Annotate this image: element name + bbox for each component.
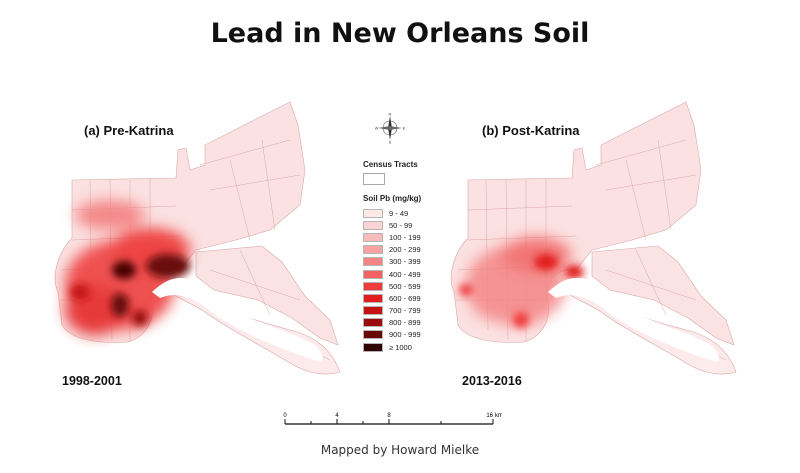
legend-label: 600 - 699 — [389, 293, 421, 303]
legend-swatch — [363, 342, 383, 352]
legend-label: 900 - 999 — [389, 330, 421, 340]
legend-row: 50 - 99 — [363, 219, 473, 231]
legend-tracts-title: Census Tracts — [363, 160, 418, 169]
legend-swatch — [363, 220, 383, 230]
legend-swatch — [363, 330, 383, 340]
legend-label: 50 - 99 — [389, 220, 413, 230]
legend-row: 100 - 199 — [363, 231, 473, 243]
map-post-katrina — [450, 101, 737, 375]
legend-row: 300 - 399 — [363, 256, 473, 268]
legend-swatch — [363, 281, 383, 291]
panel-b-label: (b) Post-Katrina — [482, 123, 580, 138]
legend-swatch — [363, 257, 383, 267]
legend-label: 100 - 199 — [389, 232, 421, 242]
panel-b-period: 2013-2016 — [462, 374, 522, 388]
scale-tick-0: 0 — [283, 413, 287, 419]
map-title: Lead in New Orleans Soil — [210, 18, 590, 49]
legend-row: 800 - 899 — [363, 317, 473, 329]
legend-label: 300 - 399 — [389, 257, 421, 267]
legend-classes: 9 - 49 50 - 99 100 - 199 200 - 299 300 - 399… — [363, 207, 473, 353]
legend-row: 900 - 999 — [363, 329, 473, 341]
legend-label: ≥ 1000 — [389, 342, 412, 352]
compass-e: E — [403, 126, 405, 131]
legend-row: 200 - 299 — [363, 244, 473, 256]
legend-swatch — [363, 245, 383, 255]
legend-tract-swatch — [363, 173, 385, 185]
compass-n: N — [389, 112, 392, 117]
scale-unit: km — [495, 413, 502, 419]
legend-row: 600 - 699 — [363, 292, 473, 304]
compass-w: W — [375, 126, 379, 131]
legend-label: 700 - 799 — [389, 306, 421, 316]
legend-swatch — [363, 293, 383, 303]
legend-label: 9 - 49 — [389, 208, 409, 218]
scale-tick-4: 4 — [335, 413, 339, 419]
legend-swatch — [363, 269, 383, 279]
panel-a-label: (a) Pre-Katrina — [84, 123, 174, 138]
legend-row: 400 - 499 — [363, 268, 473, 280]
scale-bar: 0 4 8 16 km — [283, 413, 502, 425]
legend: Census Tracts Soil Pb (mg/kg) 9 - 49 50 -… — [363, 160, 473, 353]
legend-swatch — [363, 318, 383, 328]
legend-row: 9 - 49 — [363, 207, 473, 219]
compass-icon: N S E W — [375, 112, 405, 144]
scale-tick-8: 8 — [387, 413, 391, 419]
legend-row: 500 - 599 — [363, 280, 473, 292]
legend-swatch — [363, 306, 383, 316]
panel-a-period: 1998-2001 — [62, 374, 122, 388]
legend-row: 700 - 799 — [363, 305, 473, 317]
legend-swatch — [363, 208, 383, 218]
legend-label: 500 - 599 — [389, 281, 421, 291]
legend-label: 400 - 499 — [389, 269, 421, 279]
map-pre-katrina — [54, 101, 341, 375]
compass-s: S — [389, 140, 392, 145]
legend-swatch — [363, 232, 383, 242]
legend-label: 800 - 899 — [389, 318, 421, 328]
legend-row: ≥ 1000 — [363, 341, 473, 353]
legend-label: 200 - 299 — [389, 245, 421, 255]
credit-text: Mapped by Howard Mielke — [320, 443, 480, 457]
scale-tick-16: 16 — [486, 413, 493, 419]
legend-pb-title: Soil Pb (mg/kg) — [363, 194, 422, 203]
